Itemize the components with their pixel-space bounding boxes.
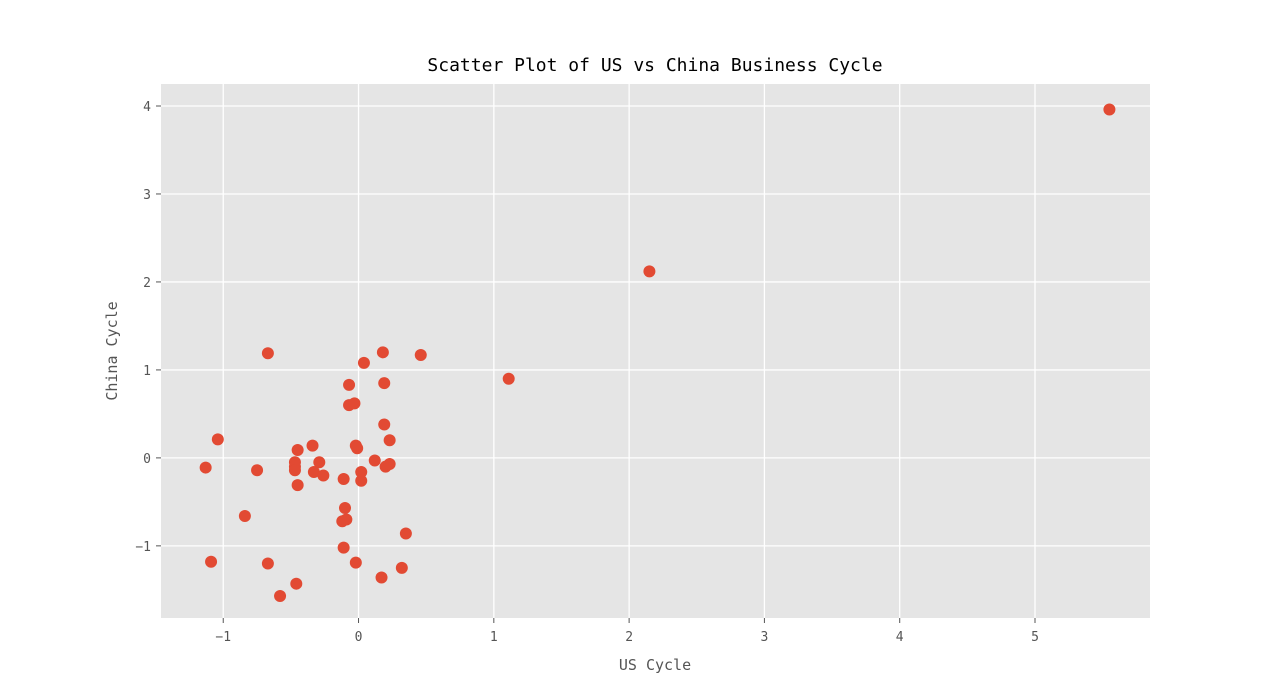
data-point <box>1103 103 1116 116</box>
y-tick-label: 3 <box>143 188 151 203</box>
data-point <box>336 515 349 528</box>
data-point <box>357 356 370 369</box>
data-point <box>291 443 304 456</box>
data-points <box>199 103 1116 603</box>
x-tick-label: 2 <box>625 630 633 645</box>
data-point <box>414 348 427 361</box>
data-point <box>337 473 350 486</box>
data-point <box>349 556 362 569</box>
data-point <box>211 433 224 446</box>
gridlines <box>161 84 1150 618</box>
data-point <box>383 458 396 471</box>
x-tick-label: −1 <box>215 630 231 645</box>
data-point <box>383 434 396 447</box>
y-tick-label: −1 <box>135 540 151 555</box>
data-point <box>378 418 391 431</box>
data-point <box>238 509 251 522</box>
data-point <box>306 439 319 452</box>
x-tick-label: 4 <box>896 630 904 645</box>
data-point <box>290 577 303 590</box>
x-tick-label: 0 <box>355 630 363 645</box>
data-point <box>351 442 364 455</box>
x-axis-label: US Cycle <box>619 656 691 674</box>
data-point <box>399 527 412 540</box>
data-point <box>378 377 391 390</box>
data-point <box>199 461 212 474</box>
plot-area <box>161 84 1150 618</box>
data-point <box>348 397 361 410</box>
data-point <box>291 479 304 492</box>
y-tick-label: 1 <box>143 364 151 379</box>
data-point <box>343 378 356 391</box>
x-tick-label: 3 <box>760 630 768 645</box>
data-point <box>313 456 326 469</box>
y-tick-label: 2 <box>143 276 151 291</box>
x-tick-label: 1 <box>490 630 498 645</box>
axis-ticks: −1 0 1 2 3 4 5 −1 0 1 2 3 4 <box>135 100 1039 645</box>
data-point <box>355 465 368 478</box>
x-tick-label: 5 <box>1031 630 1039 645</box>
y-tick-label: 4 <box>143 100 151 115</box>
data-point <box>307 465 320 478</box>
data-point <box>355 474 368 487</box>
data-point <box>274 590 287 603</box>
chart-title: Scatter Plot of US vs China Business Cyc… <box>427 55 882 76</box>
data-point <box>251 464 264 477</box>
data-point <box>337 541 350 554</box>
data-point <box>339 502 351 515</box>
data-point <box>375 571 388 584</box>
data-point <box>205 555 218 568</box>
data-point <box>643 265 656 278</box>
y-axis-label: China Cycle <box>103 301 121 400</box>
y-tick-label: 0 <box>143 452 151 467</box>
data-point <box>368 454 381 467</box>
data-point <box>261 347 274 360</box>
data-point <box>261 557 274 570</box>
data-point <box>288 464 301 477</box>
data-point <box>376 346 389 359</box>
data-point <box>395 561 408 574</box>
data-point <box>317 469 330 482</box>
data-point <box>502 372 515 385</box>
